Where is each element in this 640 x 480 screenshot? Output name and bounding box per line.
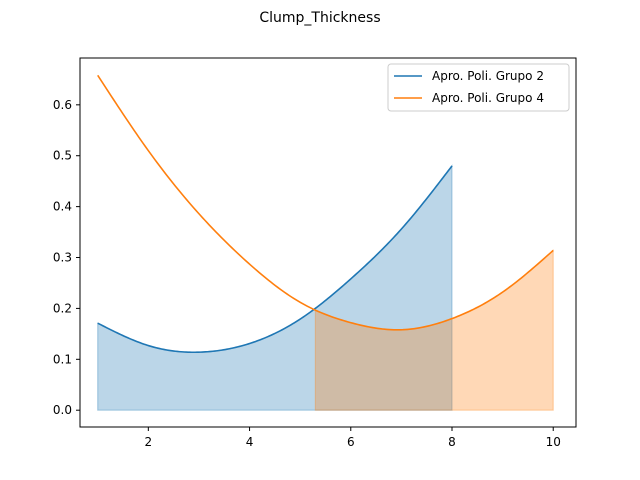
x-tick-label: 4 [246, 435, 254, 449]
y-tick-label: 0.2 [53, 301, 72, 315]
x-tick-label: 6 [347, 435, 355, 449]
legend: Apro. Poli. Grupo 2 Apro. Poli. Grupo 4 [387, 63, 570, 112]
y-tick-label: 0.1 [53, 352, 72, 366]
line-series-1 [97, 165, 453, 354]
y-tick-label: 0.6 [53, 98, 72, 112]
line-series-2 [97, 74, 554, 331]
y-tick-label: 0.3 [53, 251, 72, 265]
x-axis: 2 4 6 8 10 [145, 427, 561, 449]
legend-label: Apro. Poli. Grupo 2 [432, 69, 544, 83]
y-tick-label: 0.0 [53, 403, 72, 417]
y-tick-label: 0.4 [53, 200, 72, 214]
x-tick-label: 2 [145, 435, 153, 449]
x-tick-label: 8 [448, 435, 456, 449]
series-lines [97, 74, 554, 354]
area-fills [97, 164, 554, 411]
legend-box [387, 63, 570, 112]
chart-title: Clump_Thickness [259, 10, 380, 26]
y-axis: 0.0 0.1 0.2 0.3 0.4 0.5 0.6 [53, 98, 80, 417]
x-tick-label: 10 [546, 435, 561, 449]
y-tick-label: 0.5 [53, 149, 72, 163]
legend-label: Apro. Poli. Grupo 4 [432, 91, 544, 105]
plot-frame [79, 57, 577, 428]
